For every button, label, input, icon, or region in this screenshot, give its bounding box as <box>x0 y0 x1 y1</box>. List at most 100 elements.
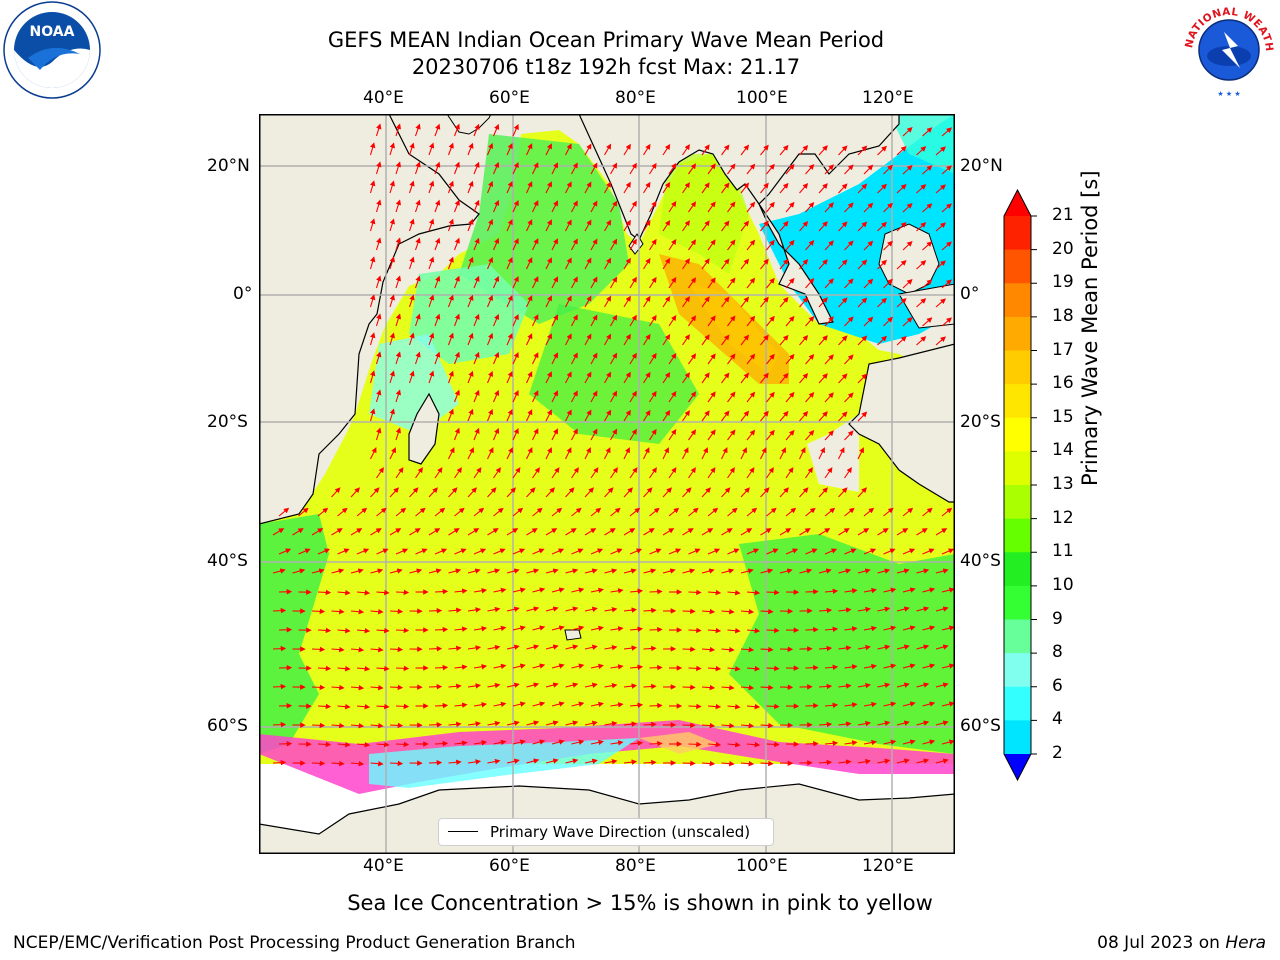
wave-arrow <box>311 528 324 536</box>
wave-arrow <box>818 683 833 690</box>
wave-arrow <box>493 548 506 555</box>
wave-arrow <box>662 333 671 346</box>
chart-title: GEFS MEAN Indian Ocean Primary Wave Mean… <box>327 28 885 52</box>
wave-arrow <box>565 528 577 536</box>
wave-arrow <box>610 352 618 365</box>
wave-arrow <box>721 334 730 346</box>
wave-arrow <box>721 144 730 156</box>
wave-arrow <box>590 314 598 327</box>
wave-arrow <box>668 314 677 327</box>
wave-arrow <box>395 161 401 175</box>
wave-arrow <box>838 145 848 156</box>
wave-arrow <box>414 161 421 175</box>
wave-arrow <box>649 428 657 441</box>
wave-arrow <box>629 467 638 479</box>
wave-arrow <box>623 219 631 232</box>
wave-arrow <box>799 259 809 270</box>
wave-arrow <box>370 608 384 615</box>
wave-arrow <box>545 181 552 194</box>
wave-arrow <box>512 314 519 327</box>
wave-arrow <box>512 238 519 251</box>
wave-arrow <box>844 588 858 594</box>
wave-arrow <box>824 664 839 671</box>
wave-arrow <box>389 332 395 346</box>
wave-arrow <box>916 260 927 270</box>
wave-arrow <box>682 258 690 270</box>
wave-arrow <box>434 199 441 213</box>
wave-arrow <box>857 487 867 498</box>
wave-arrow <box>467 721 482 727</box>
wave-arrow <box>785 507 797 517</box>
wave-arrow <box>662 447 669 460</box>
wave-arrow <box>785 353 795 365</box>
wave-arrow <box>902 202 913 213</box>
wave-arrow <box>818 335 828 346</box>
wave-arrow <box>727 548 740 555</box>
chart-subtitle: 20230706 t18z 192h fcst Max: 21.17 <box>411 55 801 79</box>
wave-arrow <box>902 663 916 669</box>
wave-arrow <box>922 507 933 517</box>
wave-arrow <box>682 296 690 308</box>
wave-arrow <box>902 507 914 517</box>
wave-arrow <box>434 313 441 327</box>
wave-arrow <box>688 353 697 365</box>
wave-arrow <box>760 334 769 346</box>
wave-arrow <box>376 665 390 672</box>
wave-arrow <box>512 162 519 175</box>
wave-arrow <box>350 528 363 536</box>
wave-arrow <box>799 183 809 194</box>
wave-arrow <box>434 351 441 365</box>
wave-arrow <box>799 145 809 156</box>
wave-arrow <box>545 682 559 688</box>
lat-label-left: 20°N <box>207 156 250 176</box>
wave-arrow <box>545 568 559 574</box>
wave-arrow <box>688 507 699 517</box>
wave-arrow <box>428 568 442 574</box>
wave-arrow <box>941 739 955 745</box>
wave-arrow <box>551 587 565 593</box>
wave-arrow <box>467 332 474 346</box>
wave-arrow <box>526 219 533 232</box>
wave-arrow <box>824 354 834 365</box>
wave-arrow <box>389 608 404 615</box>
wave-arrow <box>434 664 449 671</box>
wave-arrow <box>395 467 404 479</box>
wave-arrow <box>818 645 833 652</box>
wave-arrow <box>727 507 738 517</box>
wave-arrow <box>473 467 482 479</box>
wave-arrow <box>688 627 702 634</box>
colorbar-segment <box>1004 653 1031 688</box>
wave-arrow <box>838 645 852 651</box>
wave-arrow <box>506 682 520 688</box>
footer-credit: NCEP/EMC/Verification Post Processing Pr… <box>13 933 576 953</box>
wave-arrow <box>370 760 384 767</box>
wave-arrow <box>844 430 854 441</box>
wave-arrow <box>272 607 287 614</box>
wave-arrow <box>604 257 612 270</box>
wave-arrow <box>863 316 874 327</box>
wave-arrow <box>629 507 641 517</box>
wave-arrow <box>454 507 465 517</box>
wave-arrow <box>896 297 907 308</box>
wave-arrow <box>721 608 735 615</box>
wave-arrow <box>414 351 421 365</box>
wave-arrow <box>818 297 828 308</box>
wave-arrow <box>662 528 675 536</box>
wave-arrow <box>331 568 345 574</box>
wave-arrow <box>551 625 565 631</box>
wave-arrow <box>512 200 519 213</box>
wave-arrow <box>779 182 789 194</box>
wave-arrow <box>785 467 794 479</box>
wave-arrow <box>707 391 716 403</box>
wave-arrow <box>721 568 735 574</box>
wave-arrow <box>532 625 546 631</box>
wave-arrow <box>629 162 637 175</box>
wave-arrow <box>447 218 454 232</box>
wave-arrow <box>415 507 426 517</box>
wave-arrow <box>941 663 955 669</box>
wave-arrow <box>863 701 877 708</box>
wave-arrow <box>526 143 533 156</box>
wave-arrow <box>532 548 545 555</box>
wave-arrow <box>707 665 722 672</box>
wave-arrow <box>838 221 848 232</box>
